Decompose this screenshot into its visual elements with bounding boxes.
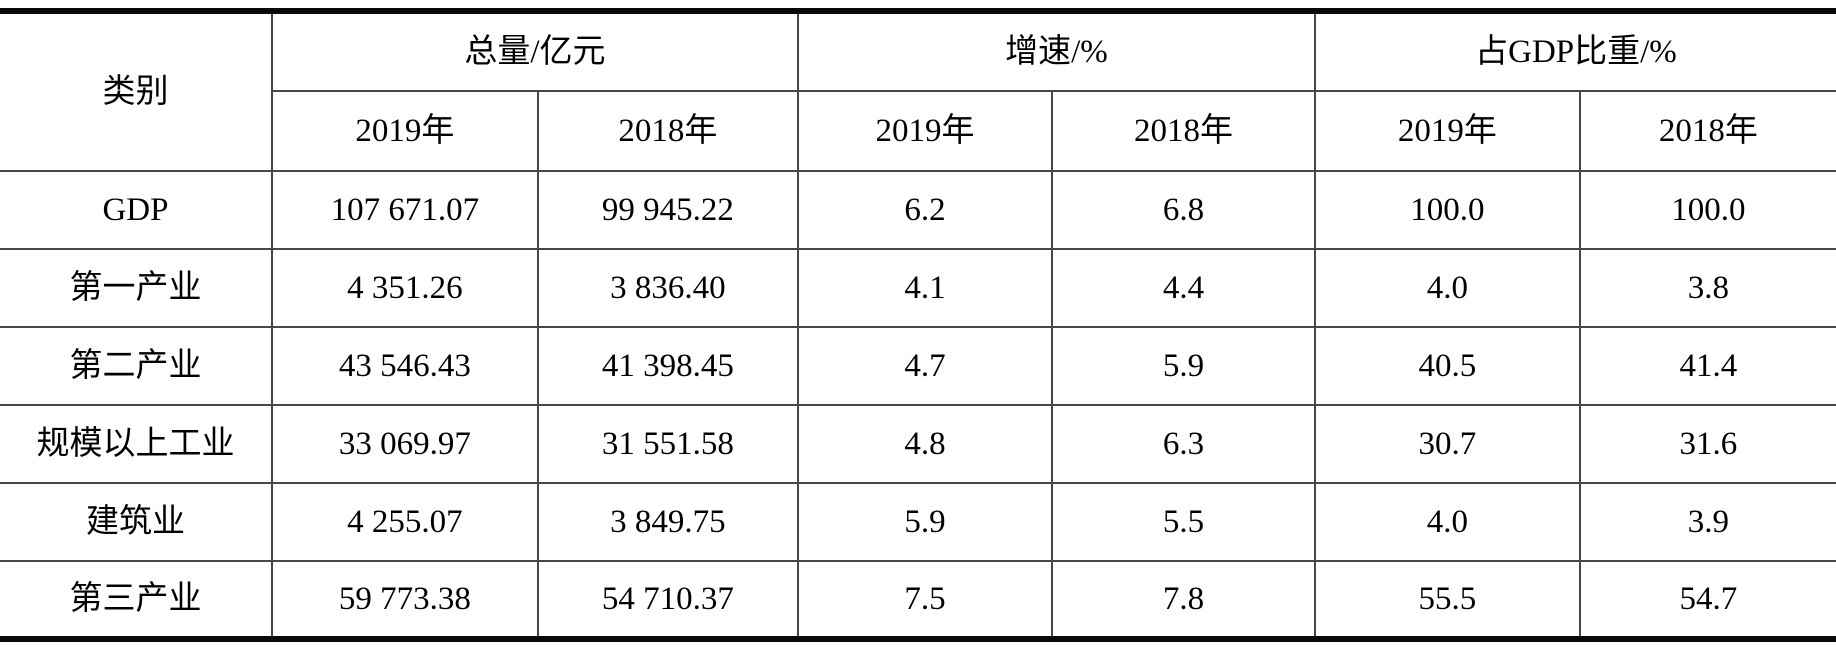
cell-growth-2019: 5.9 <box>796 482 1054 562</box>
row-category: 第一产业 <box>0 248 273 328</box>
cell-share-2018: 3.8 <box>1578 248 1836 328</box>
header-year-growth-2019: 2019年 <box>796 91 1054 172</box>
header-year-share-2018: 2018年 <box>1578 91 1836 172</box>
cell-growth-2018: 4.4 <box>1051 248 1316 328</box>
cell-total-2019: 107 671.07 <box>270 170 539 250</box>
row-category: 建筑业 <box>0 482 273 562</box>
cell-share-2018: 3.9 <box>1578 482 1836 562</box>
cell-share-2018: 31.6 <box>1578 404 1836 484</box>
table-row-primary-industry: 第一产业 4 351.26 3 836.40 4.1 4.4 4.0 3.8 <box>0 248 1836 328</box>
cell-share-2018: 100.0 <box>1578 170 1836 250</box>
cell-total-2019: 59 773.38 <box>270 560 539 639</box>
cell-total-2018: 3 849.75 <box>536 482 799 562</box>
cell-growth-2019: 7.5 <box>796 560 1054 639</box>
cell-total-2019: 4 255.07 <box>270 482 539 562</box>
cell-growth-2019: 4.7 <box>796 326 1054 406</box>
cell-share-2019: 30.7 <box>1313 404 1581 484</box>
cell-growth-2019: 6.2 <box>796 170 1054 250</box>
cell-growth-2018: 7.8 <box>1051 560 1316 639</box>
cell-growth-2019: 4.1 <box>796 248 1054 328</box>
cell-share-2019: 55.5 <box>1313 560 1581 639</box>
cell-growth-2019: 4.8 <box>796 404 1054 484</box>
header-year-share-2019: 2019年 <box>1313 91 1581 172</box>
cell-growth-2018: 6.8 <box>1051 170 1316 250</box>
header-group-total: 总量/亿元 <box>270 11 799 92</box>
cell-total-2018: 3 836.40 <box>536 248 799 328</box>
table-row-tertiary-industry: 第三产业 59 773.38 54 710.37 7.5 7.8 55.5 54… <box>0 560 1836 639</box>
header-group-growth: 增速/% <box>796 11 1316 92</box>
cell-share-2019: 4.0 <box>1313 482 1581 562</box>
cell-share-2019: 100.0 <box>1313 170 1581 250</box>
row-category: GDP <box>0 170 273 250</box>
header-year-growth-2018: 2018年 <box>1051 91 1316 172</box>
cell-growth-2018: 5.9 <box>1051 326 1316 406</box>
cell-total-2018: 31 551.58 <box>536 404 799 484</box>
header-year-total-2019: 2019年 <box>271 91 539 172</box>
cell-total-2019: 43 546.43 <box>270 326 539 406</box>
header-year-total-2018: 2018年 <box>536 91 799 172</box>
cell-share-2019: 4.0 <box>1313 248 1581 328</box>
cell-total-2018: 41 398.45 <box>536 326 799 406</box>
cell-growth-2018: 5.5 <box>1051 482 1316 562</box>
cell-share-2019: 40.5 <box>1313 326 1581 406</box>
cell-total-2019: 4 351.26 <box>270 248 539 328</box>
header-group-share: 占GDP比重/% <box>1313 11 1836 92</box>
table-row-gdp: GDP 107 671.07 99 945.22 6.2 6.8 100.0 1… <box>0 170 1836 250</box>
header-year-row: 2019年 2018年 2019年 2018年 2019年 2018年 <box>0 91 1836 172</box>
table-row-secondary-industry: 第二产业 43 546.43 41 398.45 4.7 5.9 40.5 41… <box>0 326 1836 406</box>
header-category: 类别 <box>0 11 273 172</box>
table-row-above-scale-industry: 规模以上工业 33 069.97 31 551.58 4.8 6.3 30.7 … <box>0 404 1836 484</box>
table-row-construction: 建筑业 4 255.07 3 849.75 5.9 5.5 4.0 3.9 <box>0 482 1836 562</box>
cell-total-2018: 99 945.22 <box>536 170 799 250</box>
gdp-statistics-table: 类别 总量/亿元 增速/% 占GDP比重/% 2019年 2018年 2019年… <box>0 8 1836 642</box>
row-category: 规模以上工业 <box>0 404 273 484</box>
cell-share-2018: 41.4 <box>1578 326 1836 406</box>
cell-share-2018: 54.7 <box>1578 560 1836 639</box>
row-category: 第二产业 <box>0 326 273 406</box>
header-group-row: 类别 总量/亿元 增速/% 占GDP比重/% <box>0 11 1836 172</box>
cell-total-2018: 54 710.37 <box>536 560 799 639</box>
cell-growth-2018: 6.3 <box>1051 404 1316 484</box>
row-category: 第三产业 <box>0 560 273 639</box>
cell-total-2019: 33 069.97 <box>270 404 539 484</box>
